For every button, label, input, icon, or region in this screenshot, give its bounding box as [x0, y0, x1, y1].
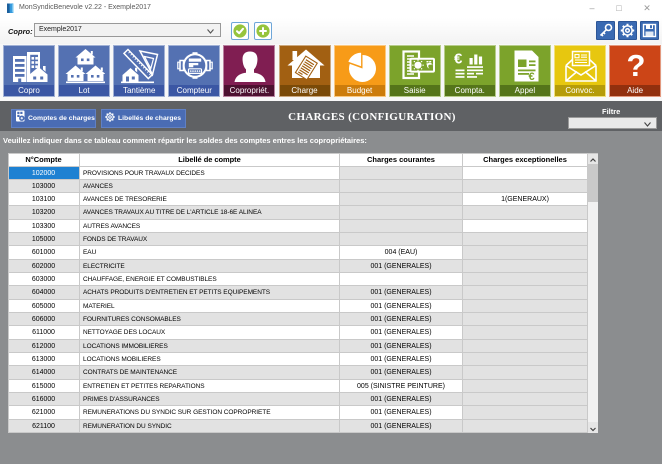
svg-text:?: ?: [627, 48, 646, 83]
svg-text:€: €: [528, 71, 534, 83]
svg-text:€: €: [454, 50, 463, 67]
